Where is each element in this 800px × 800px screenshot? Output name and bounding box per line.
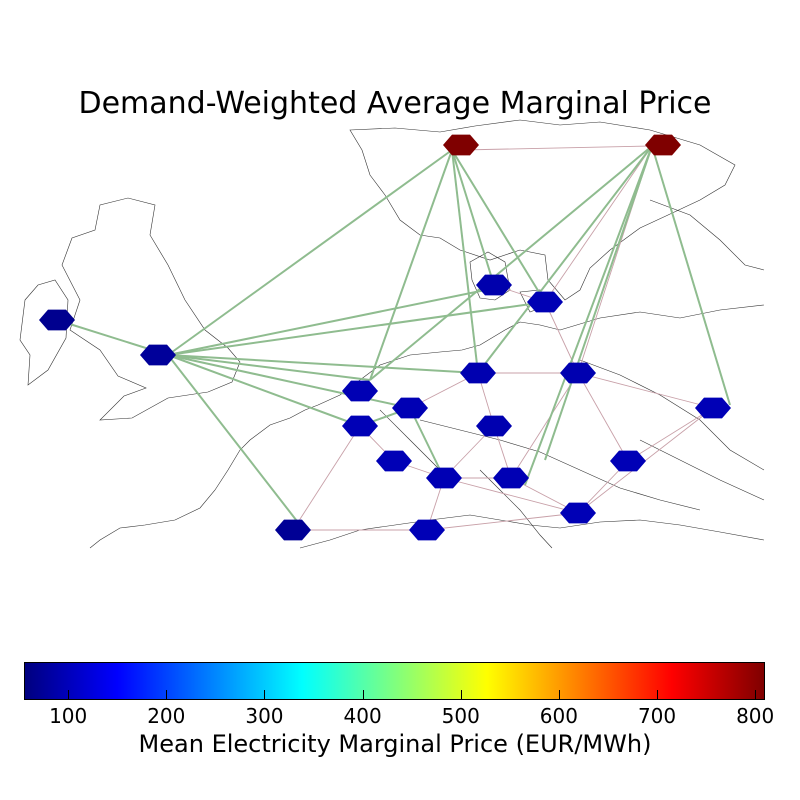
hvdc-link (544, 145, 653, 461)
node-ch (426, 467, 462, 489)
node-de-north (460, 362, 496, 384)
network-nodes (39, 134, 731, 541)
hvdc-link (369, 149, 453, 381)
hvdc-link (167, 301, 546, 356)
ac-line (443, 477, 579, 514)
colorbar-tick-mark (68, 690, 70, 700)
colorbar-tick-mark (755, 690, 757, 700)
chart-title: Demand-Weighted Average Marginal Price (78, 86, 712, 121)
hvdc-link (167, 354, 371, 381)
node-gb (140, 344, 176, 366)
node-es (275, 519, 311, 541)
colorbar-tick-label: 200 (147, 704, 186, 728)
colorbar (24, 662, 765, 700)
hvdc-link (651, 145, 731, 406)
hvdc-link (409, 407, 445, 479)
node-de-south (476, 415, 512, 437)
hvdc-link (451, 149, 495, 286)
node-at (493, 467, 529, 489)
network-links (56, 145, 731, 531)
colorbar-tick-mark (264, 690, 266, 700)
ac-line (544, 145, 653, 303)
node-it (409, 519, 445, 541)
ac-line (627, 407, 714, 462)
hvdc-link (451, 149, 546, 303)
hvdc-link (167, 149, 453, 356)
colorbar-tick-label: 600 (539, 704, 578, 728)
ac-line (460, 145, 653, 151)
hvdc-link (167, 354, 479, 374)
node-ie (39, 309, 75, 331)
colorbar-tick-label: 700 (637, 704, 677, 728)
node-fi (645, 134, 681, 156)
ac-line (292, 425, 361, 531)
colorbar-label: Mean Electricity Marginal Price (EUR/MWh… (138, 730, 652, 758)
hvdc-link (167, 286, 501, 356)
ac-line (510, 372, 579, 479)
colorbar-gradient (24, 662, 765, 700)
colorbar-tick-label: 100 (49, 704, 88, 728)
colorbar-tick-label: 300 (245, 704, 284, 728)
colorbar-tick-mark (166, 690, 168, 700)
coastline (19, 119, 765, 549)
ac-line (577, 372, 714, 409)
colorbar-tick-label: 800 (736, 704, 775, 728)
colorbar-tick-mark (558, 690, 560, 700)
colorbar-tick-label: 500 (441, 704, 480, 728)
hvdc-link (524, 145, 653, 486)
ac-line (426, 512, 579, 531)
node-pl (560, 362, 596, 384)
node-lu (392, 397, 428, 419)
hvdc-link (167, 354, 301, 526)
node-hu (610, 450, 646, 472)
colorbar-tick-mark (657, 690, 659, 700)
node-nl (342, 380, 378, 402)
node-dk-west (476, 274, 512, 296)
node-ua (695, 397, 731, 419)
colorbar-tick-mark (362, 690, 364, 700)
node-no-north (443, 134, 479, 156)
node-fr-north (376, 450, 412, 472)
hvdc-link (477, 145, 653, 374)
colorbar-tick-mark (460, 690, 462, 700)
node-dk-east (527, 291, 563, 313)
hvdc-link (167, 354, 361, 427)
colorbar-tick-label: 400 (343, 704, 382, 728)
hvdc-link (369, 145, 653, 381)
ac-line (544, 301, 579, 374)
hvdc-link (451, 149, 479, 374)
node-be (342, 415, 378, 437)
node-ba (560, 502, 596, 524)
ac-line (577, 372, 629, 462)
